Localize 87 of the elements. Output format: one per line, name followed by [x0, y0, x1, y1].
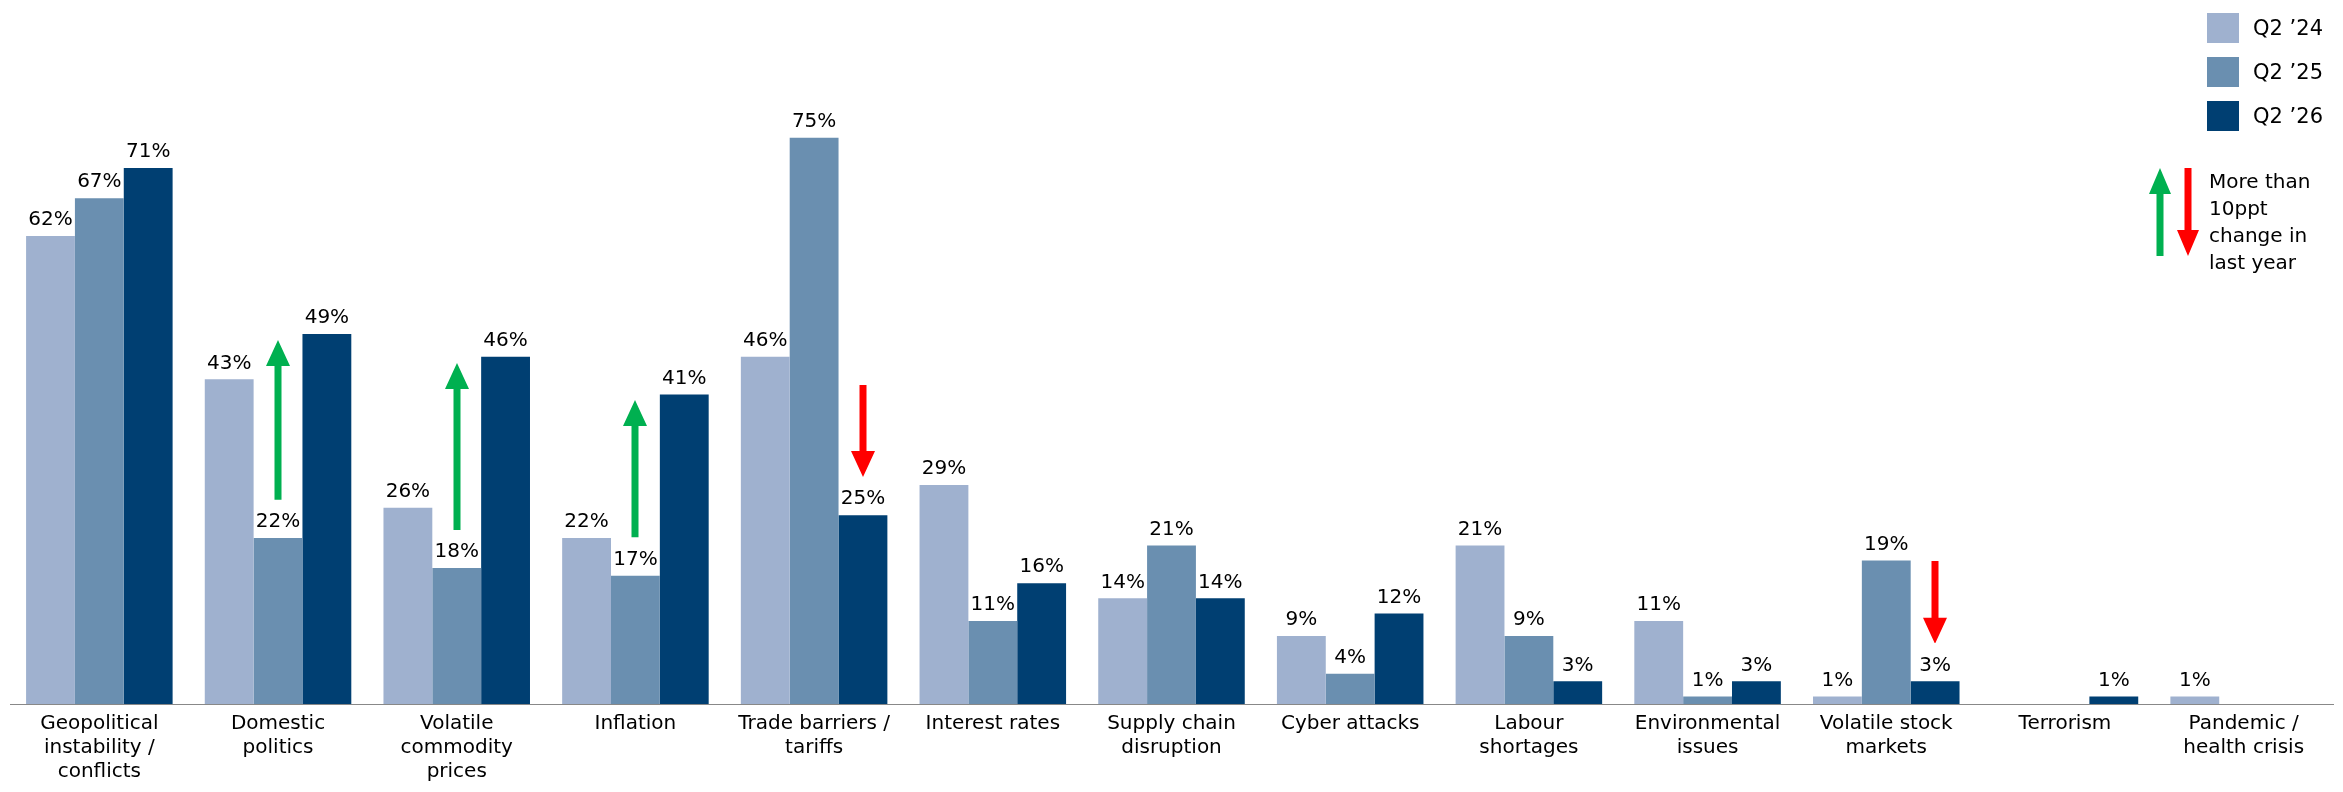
data-label: 21% [1457, 515, 1503, 540]
data-label: 1% [1821, 666, 1854, 691]
data-label: 46% [743, 326, 788, 351]
data-label: 22% [255, 508, 301, 533]
data-label: 17% [613, 545, 658, 570]
legend-label: Q2 ’26 [2253, 104, 2323, 128]
data-label: 3% [1561, 651, 1594, 676]
bar [1813, 696, 1862, 704]
x-tick-label: Labour shortages [1479, 710, 1579, 759]
bar [1455, 545, 1505, 704]
bar [968, 620, 1018, 704]
legend-label: Q2 ’24 [2253, 16, 2323, 40]
bar [123, 167, 173, 704]
data-label: 4% [1334, 644, 1367, 668]
x-tick-label: Pandemic / health crisis [2183, 710, 2305, 759]
data-label: 46% [483, 326, 528, 351]
data-label: 25% [840, 485, 886, 510]
bar [74, 198, 124, 704]
bar [204, 379, 254, 704]
x-tick-label: Geopolitical instability / conflicts [40, 710, 159, 783]
bar [1374, 613, 1424, 704]
bar [383, 507, 433, 704]
bar [1634, 620, 1684, 704]
x-tick-label: Volatile stock markets [1819, 710, 1954, 759]
bar [2089, 696, 2139, 704]
x-tick-label: Domestic politics [230, 710, 326, 759]
data-label: 67% [77, 168, 122, 193]
bar [562, 537, 611, 704]
x-tick-label: Inflation [594, 710, 677, 735]
data-label: 18% [434, 538, 479, 563]
x-tick-label: Terrorism [2017, 710, 2112, 735]
bar [1325, 673, 1375, 704]
data-label: 1% [2178, 666, 2211, 691]
bar [253, 537, 303, 704]
data-label: 9% [1513, 606, 1545, 631]
bar [1017, 583, 1067, 704]
bar [1504, 636, 1554, 704]
data-label: 71% [125, 138, 171, 163]
data-label: 3% [1740, 651, 1773, 676]
data-label: 14% [1198, 568, 1243, 593]
data-label: 49% [304, 304, 350, 329]
bar [1195, 598, 1245, 704]
bar [838, 515, 888, 704]
bar [2170, 696, 2220, 704]
legend-label: Q2 ’25 [2253, 60, 2323, 84]
data-label: 62% [28, 206, 73, 231]
data-label: 11% [1636, 591, 1681, 616]
bar [789, 137, 839, 704]
data-label: 14% [1100, 568, 1145, 593]
data-label: 75% [791, 107, 837, 132]
data-label: 16% [1019, 553, 1064, 578]
data-label: 1% [1691, 666, 1724, 691]
bar [611, 575, 660, 704]
bar [919, 485, 969, 704]
data-label: 12% [1376, 583, 1422, 608]
bar [302, 334, 352, 704]
x-tick-label: Environmental issues [1634, 710, 1781, 759]
bar [26, 235, 75, 704]
bar [481, 356, 530, 704]
x-tick-label: Cyber attacks [1280, 710, 1420, 735]
data-label: 29% [921, 455, 967, 480]
data-label: 41% [662, 364, 707, 389]
bar [1732, 681, 1781, 704]
data-label: 11% [970, 591, 1016, 616]
bar [1147, 545, 1196, 704]
annotation: More than 10ppt change in last year [2209, 168, 2312, 276]
bar [1861, 560, 1911, 704]
x-tick-label: Volatile commodity prices [400, 710, 514, 783]
x-tick-label: Trade barriers / tariffs [737, 710, 891, 759]
data-label: 26% [385, 477, 431, 502]
data-label: 3% [1919, 651, 1951, 676]
bar [1098, 598, 1148, 704]
data-label: 21% [1149, 515, 1194, 540]
bar [1683, 696, 1732, 704]
bar [1910, 681, 1960, 704]
data-label: 19% [1864, 530, 1909, 555]
data-label: 22% [564, 508, 609, 533]
bar [1276, 636, 1326, 704]
data-label: 43% [206, 349, 252, 374]
data-label: 9% [1285, 606, 1318, 631]
bar [1553, 681, 1603, 704]
data-label: 1% [2097, 666, 2130, 691]
bar [659, 394, 709, 704]
bar [740, 356, 790, 704]
x-tick-label: Supply chain disruption [1107, 710, 1236, 759]
bar [432, 568, 482, 704]
x-tick-label: Interest rates [925, 710, 1061, 735]
